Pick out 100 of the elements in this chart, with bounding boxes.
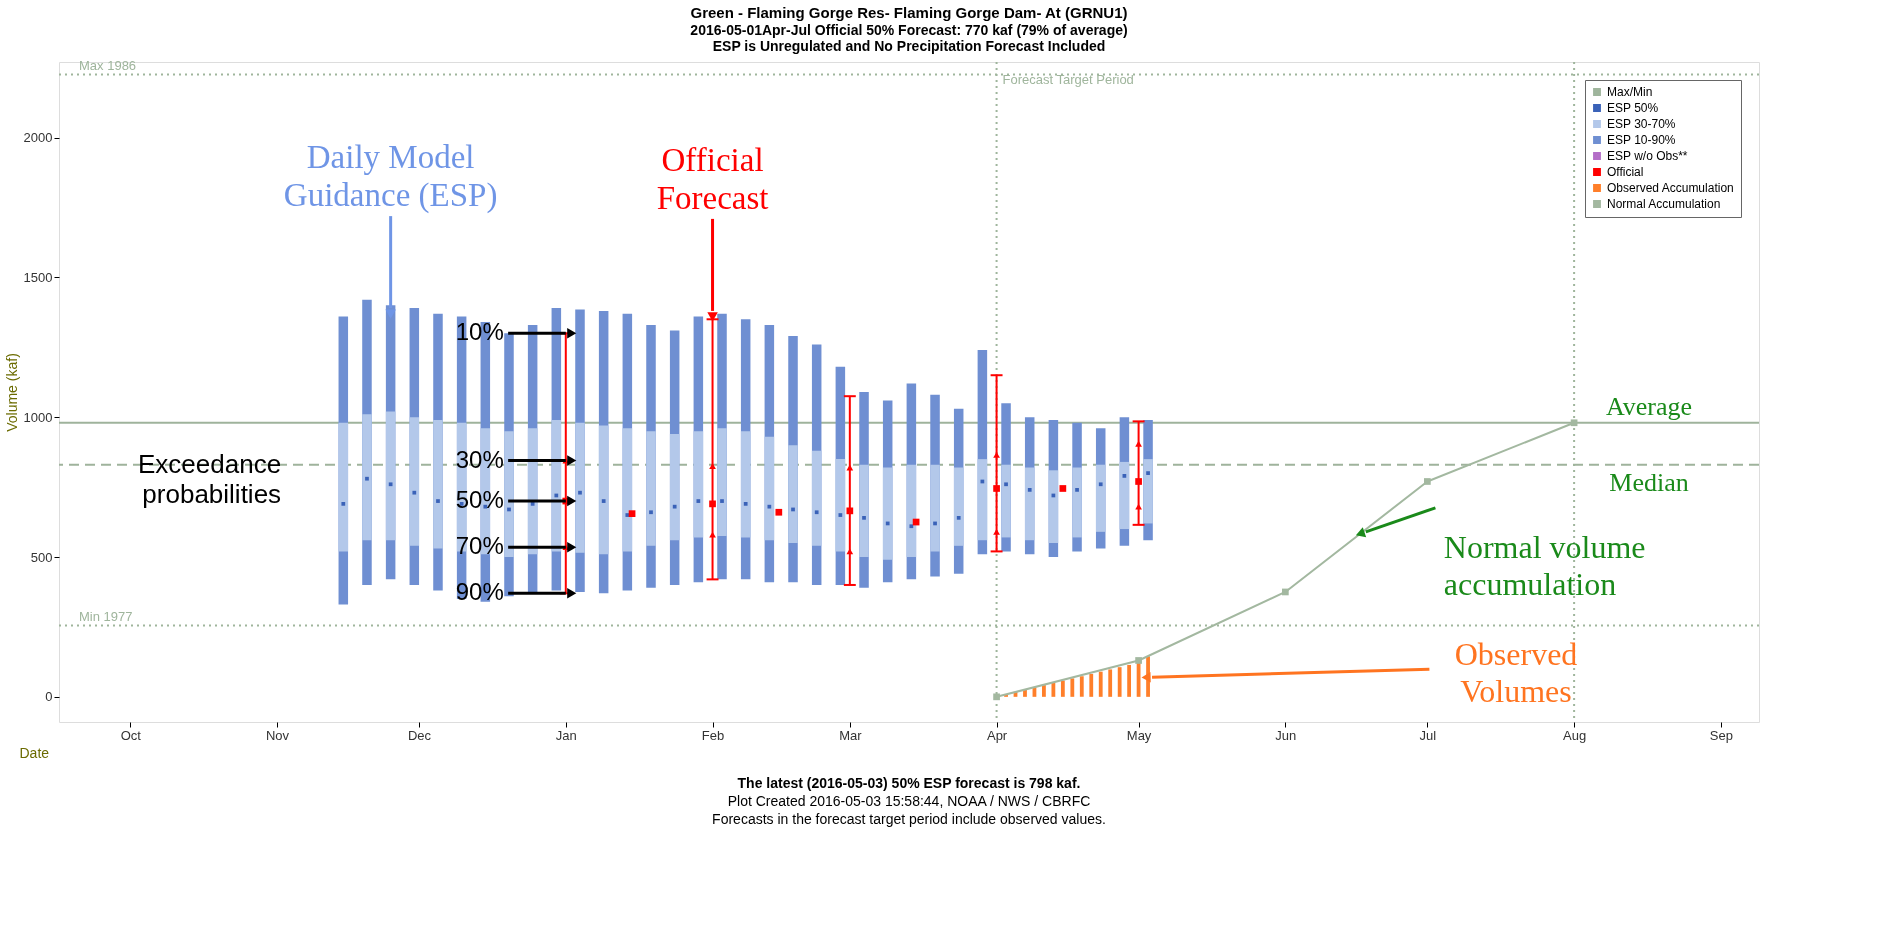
- annotation: 50%: [455, 486, 504, 514]
- bar: [717, 428, 727, 537]
- point: [993, 485, 1000, 492]
- ref-line-label: Max 1986: [79, 57, 137, 73]
- point: [696, 499, 701, 503]
- annotation: Daily Model Guidance (ESP): [283, 139, 498, 215]
- y-tick-label: 1500: [23, 269, 53, 285]
- x-tick-label: Mar: [839, 727, 863, 743]
- point: [1027, 488, 1032, 492]
- bar: [1060, 680, 1065, 697]
- bar: [859, 464, 869, 557]
- x-tick-label: Jan: [555, 727, 577, 743]
- bar: [338, 422, 349, 552]
- x-tick-label: Dec: [407, 727, 432, 743]
- point: [628, 510, 636, 518]
- point: [993, 693, 1000, 701]
- point: [838, 513, 843, 517]
- y-tick-label: 1000: [23, 409, 53, 425]
- x-tick-label: Nov: [265, 727, 290, 743]
- bar: [362, 414, 372, 541]
- bar: [1001, 464, 1011, 538]
- bar: [1024, 467, 1035, 541]
- bar: [1127, 664, 1132, 697]
- point: [720, 499, 724, 503]
- bar: [1070, 678, 1075, 697]
- bar: [575, 422, 585, 553]
- bar: [1042, 685, 1046, 697]
- y-axis-title: Volume (kaf): [3, 353, 20, 432]
- point: [412, 490, 417, 495]
- legend-label: Normal Accumulation: [1607, 197, 1721, 211]
- bar: [882, 467, 893, 560]
- point: [1059, 485, 1067, 492]
- point: [1281, 588, 1289, 596]
- bar: [740, 431, 751, 538]
- y-tick-label: 500: [30, 549, 53, 565]
- x-tick-label: Oct: [120, 727, 142, 743]
- point: [365, 476, 369, 481]
- x-tick-label: Sep: [1709, 727, 1733, 743]
- bar: [811, 450, 822, 546]
- x-tick-label: Jun: [1275, 727, 1297, 743]
- bar: [669, 433, 680, 541]
- bar: [764, 436, 775, 541]
- point: [775, 508, 783, 516]
- bar: [1051, 682, 1056, 697]
- annotation: 70%: [455, 532, 504, 560]
- annotation: Observed Volumes: [1454, 636, 1578, 710]
- point: [814, 510, 819, 515]
- point: [341, 501, 346, 506]
- ref-line-label: Forecast Target Period: [1002, 72, 1134, 87]
- point: [743, 501, 748, 506]
- bar: [930, 464, 940, 552]
- y-tick-label: 0: [45, 689, 53, 705]
- text: The latest (2016-05-03) 50% ESP forecast is 798 kaf.: [737, 775, 1081, 791]
- bar: [1143, 459, 1153, 524]
- bar: [1072, 467, 1082, 538]
- annotation: 30%: [455, 445, 504, 473]
- point: [578, 490, 582, 495]
- bar: [1098, 671, 1103, 697]
- text: Plot Created 2016-05-03 15:58:44, NOAA / NWS / CBRFC: [727, 793, 1091, 809]
- point: [1075, 488, 1079, 492]
- point: [709, 500, 716, 508]
- point: [1424, 478, 1431, 485]
- legend-label: ESP 30-70%: [1607, 117, 1676, 131]
- point: [767, 504, 772, 509]
- x-tick-label: Jul: [1419, 727, 1437, 743]
- bar: [409, 417, 420, 546]
- bar: [693, 431, 704, 538]
- point: [909, 524, 914, 529]
- y-tick-label: 2000: [23, 130, 53, 146]
- x-tick-label: Apr: [986, 727, 1008, 743]
- point: [1135, 503, 1142, 510]
- x-tick-label: Aug: [1563, 727, 1587, 743]
- legend-label: Max/Min: [1607, 85, 1653, 99]
- legend-label: ESP 50%: [1607, 101, 1659, 115]
- point: [709, 531, 716, 538]
- bar: [1089, 673, 1094, 697]
- point: [846, 507, 854, 515]
- ref-line-label: Min 1977: [79, 608, 133, 624]
- bar: [1048, 470, 1059, 544]
- point: [625, 513, 630, 517]
- bar: [598, 425, 609, 555]
- chart-subtitle: 2016-05-01Apr-Jul Official 50% Forecast: 770 kaf (79% of average) ESP is Unregulated and No Precipitation Forecast Included: [690, 21, 1128, 54]
- point: [1570, 419, 1578, 427]
- point: [1146, 471, 1150, 475]
- point: [388, 482, 393, 487]
- ref-line-label: Average: [1605, 391, 1693, 421]
- bar: [504, 431, 514, 557]
- point: [436, 499, 440, 503]
- annotation: Exceedance probabilities: [137, 448, 282, 509]
- bar: [551, 419, 562, 552]
- annotation: Official Forecast: [656, 141, 769, 216]
- bar: [1119, 461, 1130, 530]
- point: [993, 452, 1000, 458]
- x-axis-title: Date: [19, 744, 50, 761]
- ref-line-label: Median: [1609, 467, 1689, 497]
- bar: [788, 445, 798, 544]
- point: [1135, 657, 1142, 664]
- point: [1004, 482, 1008, 487]
- bar: [1079, 676, 1084, 697]
- legend-label: ESP w/o Obs**: [1607, 149, 1688, 163]
